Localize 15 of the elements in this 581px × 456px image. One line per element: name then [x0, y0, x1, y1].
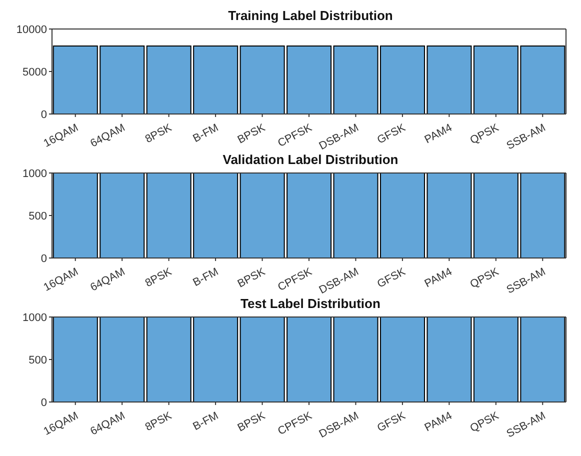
y-tick-label: 1000: [22, 312, 47, 324]
chart-title: Training Label Distribution: [227, 8, 394, 24]
chart-title: Test Label Distribution: [240, 296, 382, 312]
x-tick-label: B-FM: [191, 410, 221, 434]
y-tick-label: 0: [40, 108, 47, 121]
y-tick-label: 0: [40, 252, 47, 265]
y-tick-label: 10000: [16, 24, 47, 36]
chart-title: Validation Label Distribution: [222, 152, 400, 168]
y-tick-label: 1000: [22, 168, 47, 180]
y-tick-label: 500: [28, 354, 47, 366]
y-tick-label: 500: [28, 210, 47, 222]
y-tick-label: 5000: [22, 66, 47, 78]
y-tick-label: 0: [40, 396, 47, 409]
x-tick-label: B-FM: [191, 122, 221, 146]
x-tick-label: B-FM: [191, 266, 221, 290]
